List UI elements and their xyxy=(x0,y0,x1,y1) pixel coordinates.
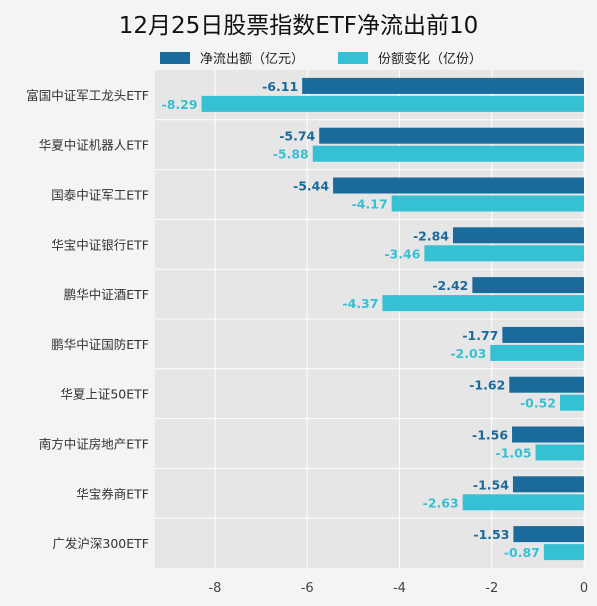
data-label-share-change: -4.37 xyxy=(342,296,378,311)
bar-net-outflow xyxy=(452,227,584,244)
category-label: 广发沪深300ETF xyxy=(52,536,149,551)
bar-net-outflow xyxy=(512,426,584,443)
bar-net-outflow xyxy=(333,177,584,194)
bar-share-change xyxy=(391,195,584,212)
data-label-net-outflow: -6.11 xyxy=(262,79,298,94)
category-label: 国泰中证军工ETF xyxy=(51,188,149,203)
category-label: 富国中证军工龙头ETF xyxy=(26,88,149,103)
bar-net-outflow xyxy=(512,476,584,493)
bar-share-change xyxy=(535,444,584,461)
data-label-share-change: -0.87 xyxy=(504,545,540,560)
bar-net-outflow xyxy=(502,326,584,343)
category-label: 鹏华中证国防ETF xyxy=(51,337,149,352)
data-label-share-change: -1.05 xyxy=(496,446,532,461)
x-tick-label: 0 xyxy=(580,581,588,596)
bar-share-change xyxy=(543,544,584,561)
bar-share-change xyxy=(201,95,584,112)
category-label: 华宝券商ETF xyxy=(76,486,149,501)
chart-legend: 净流出额（亿元） 份额变化（亿份） xyxy=(160,48,482,67)
x-tick-label: -6 xyxy=(301,581,314,596)
data-label-net-outflow: -2.42 xyxy=(432,278,468,293)
data-label-share-change: -8.29 xyxy=(162,97,198,112)
x-tick-label: -4 xyxy=(393,581,406,596)
data-label-net-outflow: -1.62 xyxy=(469,378,505,393)
data-label-share-change: -2.63 xyxy=(423,495,459,510)
bar-net-outflow xyxy=(472,277,584,294)
bar-share-change xyxy=(382,295,584,312)
legend-label-share-change: 份额变化（亿份） xyxy=(378,52,483,67)
bar-net-outflow xyxy=(302,77,584,94)
bar-net-outflow xyxy=(509,376,584,393)
data-label-share-change: -0.52 xyxy=(520,396,556,411)
bar-share-change xyxy=(312,145,584,162)
category-label: 华夏上证50ETF xyxy=(60,387,149,402)
data-label-net-outflow: -1.56 xyxy=(472,428,508,443)
category-label: 华宝中证银行ETF xyxy=(51,237,149,252)
bar-net-outflow xyxy=(513,526,584,543)
legend-label-net-outflow: 净流出额（亿元） xyxy=(200,52,305,67)
x-tick-label: -2 xyxy=(485,581,498,596)
legend-swatch-share-change xyxy=(338,51,369,64)
bar-share-change xyxy=(424,245,584,262)
bar-share-change xyxy=(462,494,584,511)
data-label-net-outflow: -1.77 xyxy=(462,328,498,343)
data-label-net-outflow: -5.74 xyxy=(279,129,315,144)
data-label-net-outflow: -5.44 xyxy=(293,179,329,194)
bar-net-outflow xyxy=(319,127,584,144)
data-label-net-outflow: -1.53 xyxy=(473,527,509,542)
legend-item-share-change: 份额变化（亿份） xyxy=(338,48,482,67)
bar-share-change xyxy=(560,394,584,411)
data-label-share-change: -2.03 xyxy=(450,346,486,361)
category-label: 南方中证房地产ETF xyxy=(39,437,149,452)
data-label-share-change: -3.46 xyxy=(384,246,420,261)
legend-item-net-outflow: 净流出额（亿元） xyxy=(160,48,304,67)
bar-share-change xyxy=(490,344,584,361)
data-label-net-outflow: -1.54 xyxy=(473,477,509,492)
category-label: 鹏华中证酒ETF xyxy=(64,287,149,302)
legend-swatch-net-outflow xyxy=(160,51,190,64)
chart-title: 12月25日股票指数ETF净流出前10 xyxy=(118,13,479,39)
data-label-share-change: -4.17 xyxy=(352,197,388,212)
category-label: 华夏中证机器人ETF xyxy=(39,138,149,153)
data-label-net-outflow: -2.84 xyxy=(413,228,449,243)
data-label-share-change: -5.88 xyxy=(273,147,309,162)
x-tick-label: -8 xyxy=(208,581,221,596)
